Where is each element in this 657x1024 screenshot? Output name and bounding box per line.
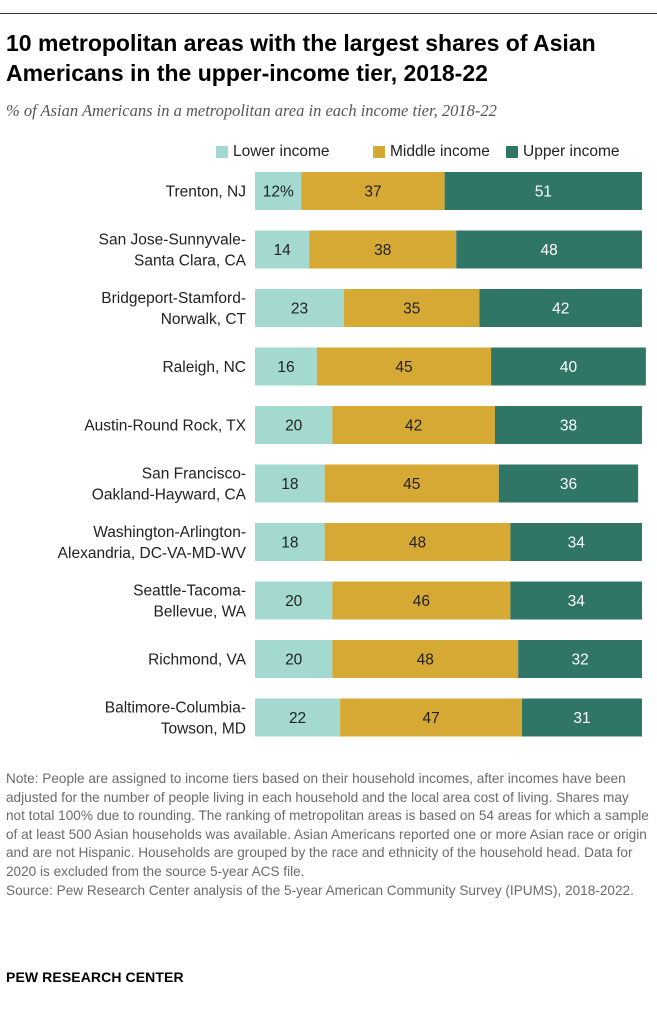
legend-item-upper: Upper income [506, 142, 620, 162]
bar-segment-lower [255, 347, 317, 386]
bar-segment-middle [344, 289, 480, 327]
bar-segment-middle [332, 581, 511, 620]
data-label: 14 [273, 242, 291, 259]
bar-segment-middle [301, 172, 445, 210]
bar-segment-upper [518, 640, 642, 678]
legend-swatch-upper [506, 146, 518, 158]
legend-swatch-lower [216, 146, 228, 158]
category-label: Baltimore-Columbia-Towson, MD [105, 700, 246, 738]
data-label: 34 [568, 593, 586, 610]
data-label: 51 [535, 184, 552, 201]
bar-segment-lower [255, 640, 333, 678]
data-label: 23 [291, 301, 308, 318]
bar-segment-middle [316, 347, 492, 386]
bar-segment-upper [510, 581, 642, 620]
bar-segment-lower [255, 464, 325, 503]
stacked-bar-chart: Trenton, NJ 12% 37 51 San Jose-Sunnyvale-San… [58, 172, 646, 738]
category-label: San Francisco-Oakland-Hayward, CA [92, 466, 247, 504]
data-label: 47 [422, 710, 439, 727]
bar-segment-middle [324, 523, 511, 561]
bar-segment-lower [255, 289, 345, 327]
data-label: 18 [281, 476, 298, 493]
top-rule [0, 13, 657, 14]
data-label: 18 [281, 535, 298, 552]
bar-segment-lower [255, 406, 333, 444]
data-label: 34 [568, 535, 586, 552]
data-label: 45 [403, 476, 420, 493]
bar-segment-upper [444, 172, 642, 210]
data-label: 48 [417, 652, 434, 669]
legend-label-middle: Middle income [390, 143, 490, 160]
category-label: Seattle-Tacoma-Bellevue, WA [133, 583, 247, 621]
bar-segment-lower [255, 230, 310, 269]
data-label: 20 [285, 593, 303, 610]
data-label: 16 [277, 359, 294, 376]
data-label: 37 [364, 184, 381, 201]
bar-segment-lower [255, 581, 333, 620]
data-label: 22 [289, 710, 306, 727]
category-label: Richmond, VA [148, 652, 247, 669]
category-label: San Jose-Sunnyvale-Santa Clara, CA [99, 232, 247, 270]
data-label: 20 [285, 418, 303, 435]
category-label: Trenton, NJ [166, 184, 246, 201]
category-label: Washington-Arlington-Alexandria, DC-VA-M… [58, 524, 247, 562]
bar-segment-lower [255, 172, 302, 210]
bar-segment-upper [494, 406, 642, 444]
pew-research-center-brand: PEW RESEARCH CENTER [6, 969, 184, 985]
bar-segment-middle [324, 464, 499, 503]
bar-segment-middle [309, 230, 457, 269]
legend-swatch-middle [373, 146, 385, 158]
legend: Lower income Middle income Upper income [200, 142, 640, 162]
data-label: 46 [413, 593, 430, 610]
chart-source: Source: Pew Research Center analysis of … [6, 883, 634, 898]
bar-segment-upper [491, 347, 646, 386]
legend-label-upper: Upper income [523, 143, 620, 160]
data-label: 38 [560, 418, 577, 435]
legend-item-lower: Lower income [216, 142, 330, 162]
data-label: 40 [560, 359, 578, 376]
data-label: 32 [571, 652, 588, 669]
data-label: 48 [540, 242, 557, 259]
bar-segment-lower [255, 523, 325, 561]
chart-title: 10 metropolitan areas with the largest s… [6, 30, 596, 86]
legend-item-middle: Middle income [373, 142, 490, 162]
bar-segment-upper [479, 289, 642, 327]
bar-segment-upper [510, 523, 642, 561]
data-label: 42 [552, 301, 569, 318]
category-label: Bridgeport-Stamford-Norwalk, CT [101, 290, 246, 328]
data-label: 31 [573, 710, 590, 727]
bar-segment-upper [522, 698, 642, 737]
data-label: 38 [374, 242, 391, 259]
legend-label-lower: Lower income [233, 143, 330, 160]
chart-subtitle: % of Asian Americans in a metropolitan a… [6, 101, 497, 120]
chart-note: Note: People are assigned to income tier… [6, 771, 649, 879]
bar-segment-lower [255, 698, 341, 737]
data-label: 36 [560, 476, 577, 493]
data-label: 12% [263, 184, 294, 201]
bar-segment-middle [332, 406, 495, 444]
data-label: 20 [285, 652, 303, 669]
category-label: Austin-Round Rock, TX [84, 418, 246, 435]
bar-segment-upper [498, 464, 639, 503]
bar-segment-middle [340, 698, 523, 737]
bar-segment-upper [456, 230, 642, 269]
data-label: 48 [409, 535, 426, 552]
data-label: 45 [395, 359, 412, 376]
bar-segment-middle [332, 640, 519, 678]
category-label: Raleigh, NC [162, 359, 246, 376]
data-label: 35 [403, 301, 420, 318]
data-label: 42 [405, 418, 422, 435]
